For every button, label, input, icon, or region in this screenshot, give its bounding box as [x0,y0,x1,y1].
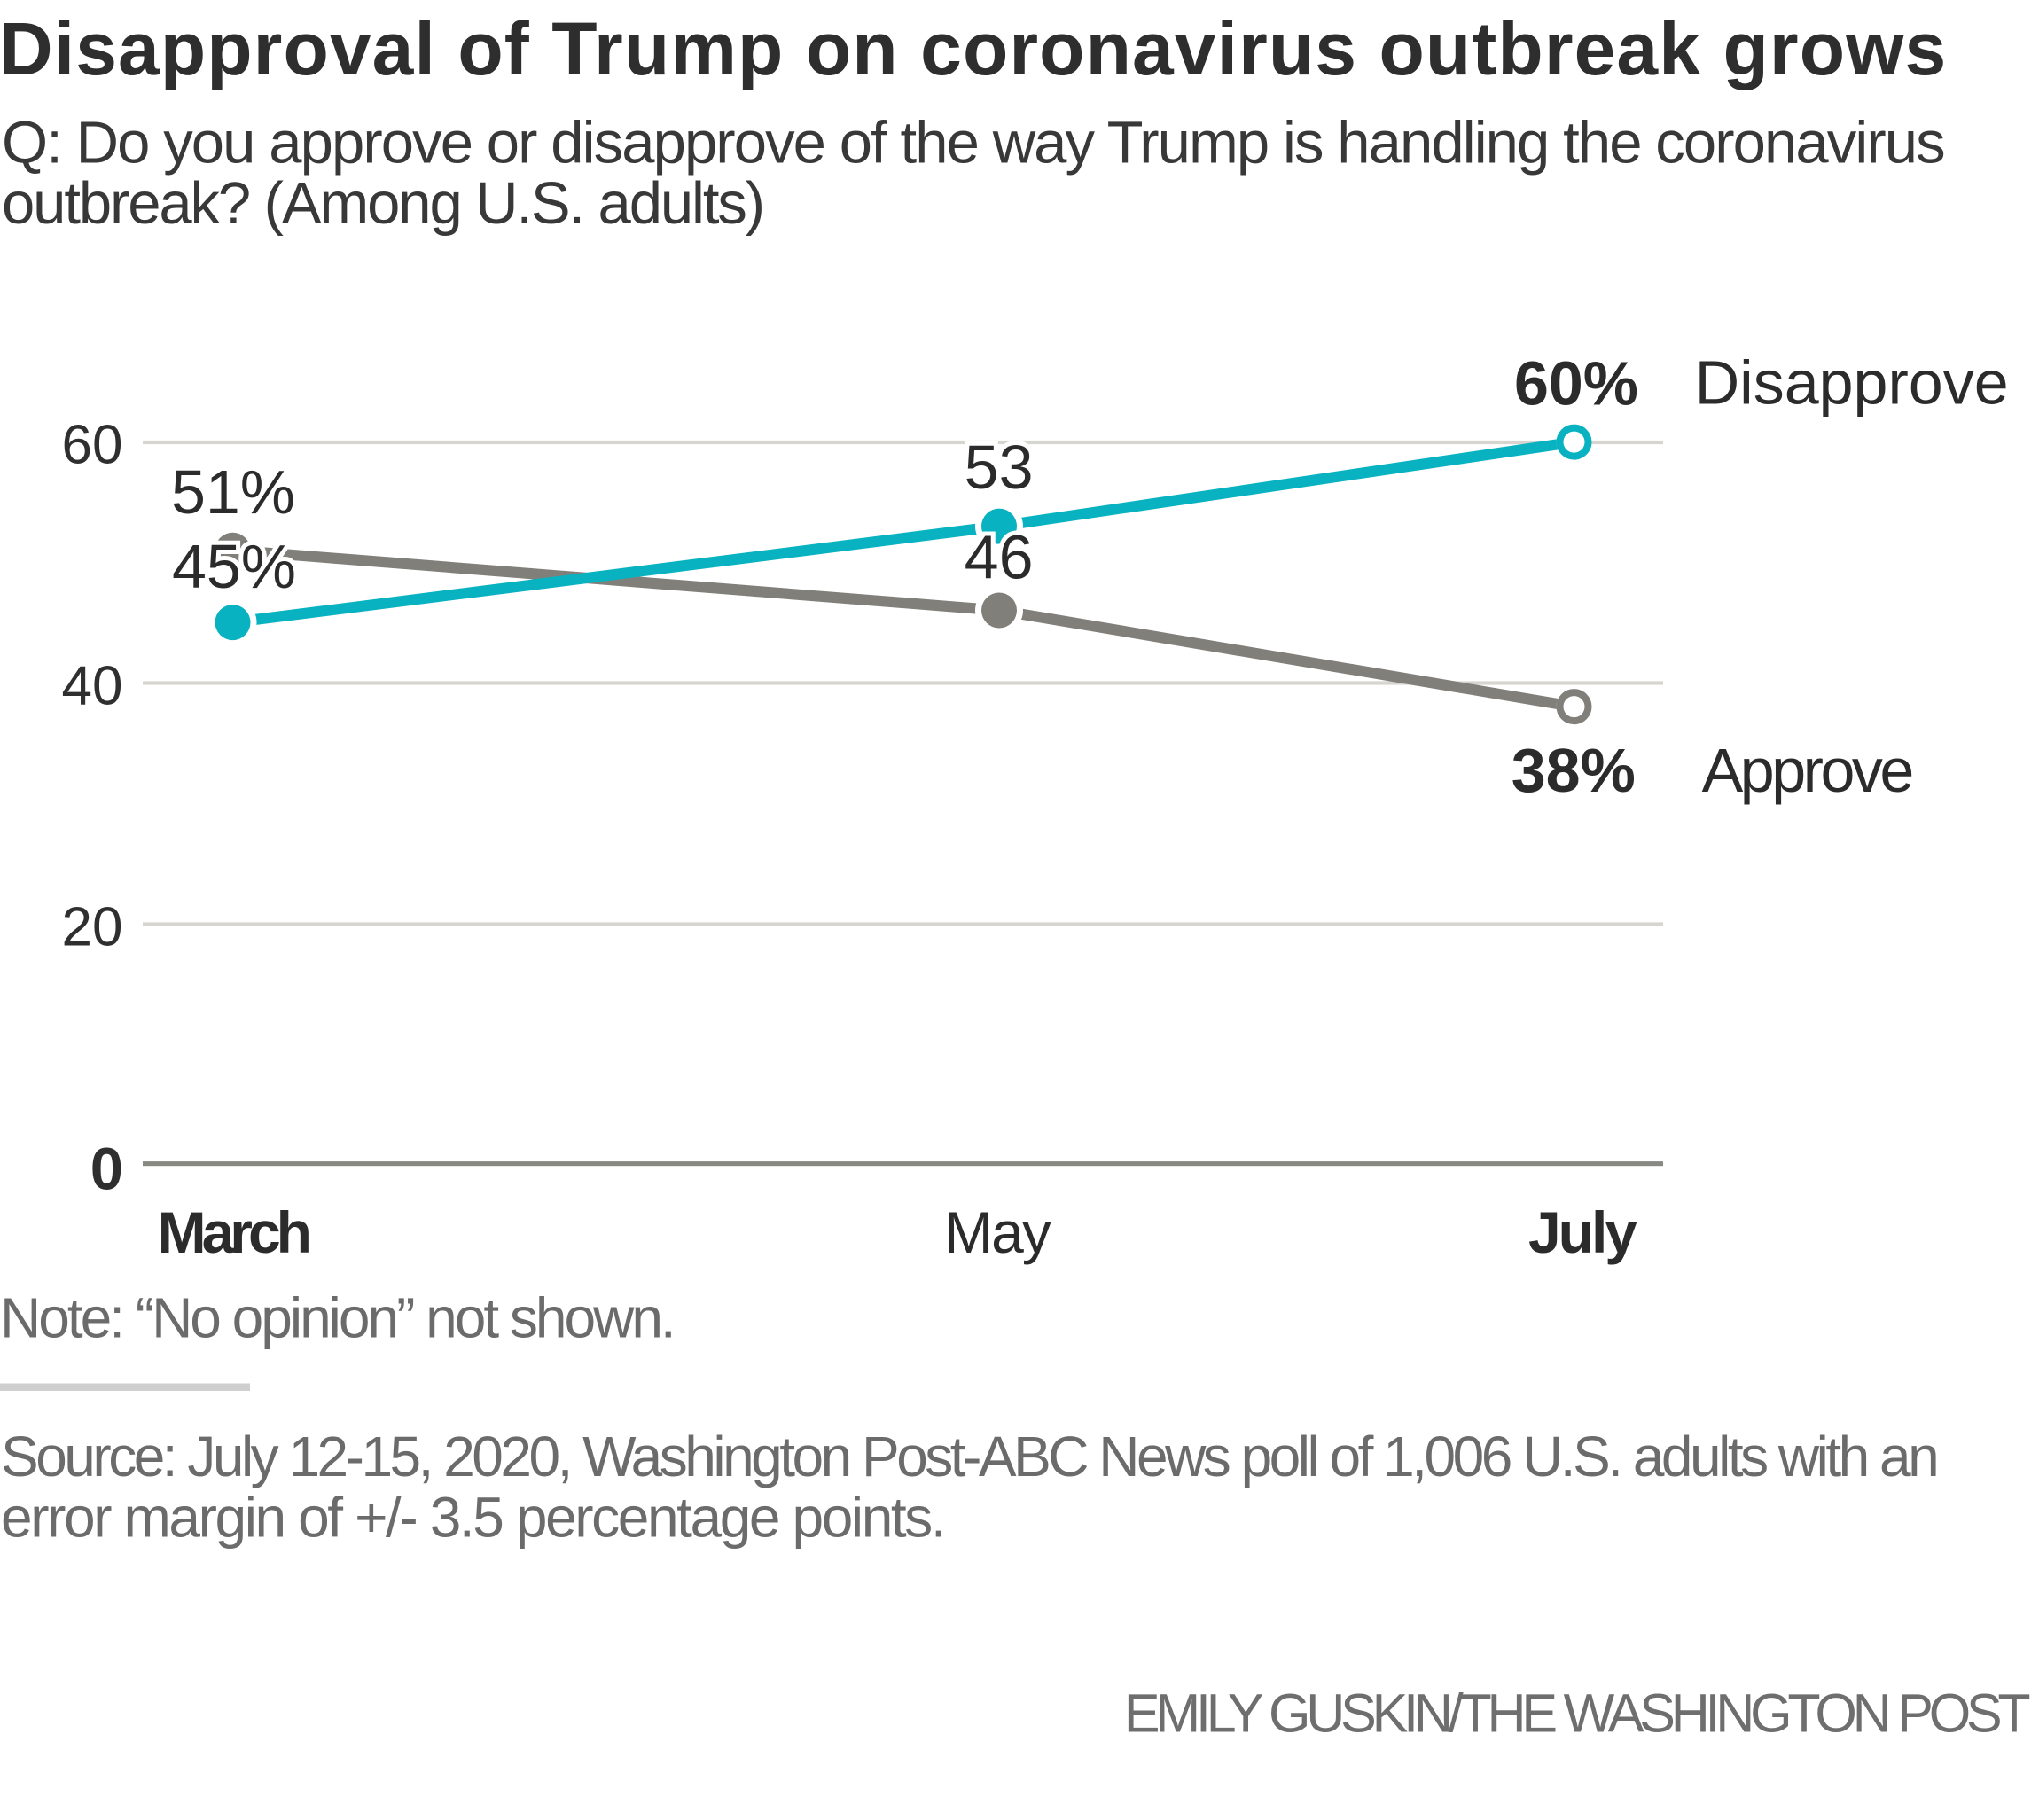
svg-text:60: 60 [62,414,123,475]
svg-text:20: 20 [62,896,123,957]
svg-text:EMILY GUSKIN/THE WASHINGTON PO: EMILY GUSKIN/THE WASHINGTON POST [1124,1683,2030,1743]
svg-text:Disapprove: Disapprove [1695,348,2009,418]
svg-text:45%: 45% [172,532,296,601]
svg-text:46: 46 [965,522,1034,591]
svg-text:May: May [944,1199,1051,1265]
svg-text:51%: 51% [171,457,295,527]
svg-text:53: 53 [965,433,1034,502]
svg-text:Note: “No opinion” not shown.: Note: “No opinion” not shown. [0,1286,674,1350]
svg-text:38%: 38% [1512,736,1636,805]
svg-text:July: July [1528,1199,1637,1265]
svg-text:Approve: Approve [1702,736,1912,805]
svg-text:0: 0 [90,1137,123,1203]
svg-text:March: March [158,1199,309,1265]
svg-text:Source: July 12-15, 2020, Wash: Source: July 12-15, 2020, Washington Pos… [1,1425,1936,1488]
svg-text:Disapproval of Trump on corona: Disapproval of Trump on coronavirus outb… [0,7,1947,90]
svg-text:outbreak? (Among U.S. adults): outbreak? (Among U.S. adults) [2,170,763,237]
svg-text:Q: Do you approve or disapprov: Q: Do you approve or disapprove of the w… [2,110,1944,176]
svg-text:error margin of +/- 3.5 percen: error margin of +/- 3.5 percentage point… [1,1486,944,1550]
svg-text:40: 40 [62,655,123,716]
svg-text:60%: 60% [1514,348,1638,418]
